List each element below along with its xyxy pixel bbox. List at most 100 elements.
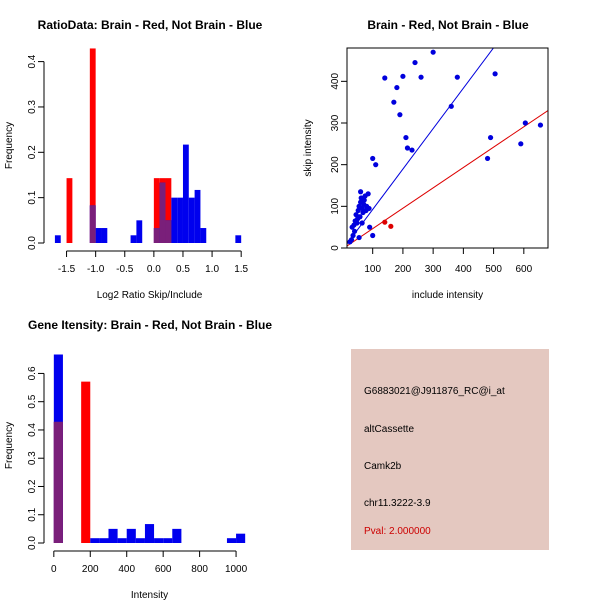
- ratio-bar-not-brain: [200, 228, 207, 243]
- scatter-point-not-brain: [367, 224, 373, 230]
- intensity-bar-not-brain: [226, 538, 237, 543]
- scatter-point-not-brain: [522, 120, 528, 126]
- ratio-x-tick-label: 0.0: [147, 264, 161, 275]
- ratio-y-tick-label: 0.0: [27, 236, 38, 250]
- scatter-point-not-brain: [537, 122, 544, 128]
- scatter-point-not-brain: [355, 207, 361, 214]
- scatter-point-not-brain: [359, 205, 365, 212]
- scatter-point-not-brain: [350, 232, 356, 239]
- ratio-x-tick-label: 1.5: [234, 264, 248, 275]
- ratio-bar-overlap: [165, 220, 172, 243]
- scatter-point-not-brain: [365, 191, 371, 197]
- intensity-y-tick-label: 0.5: [27, 394, 38, 408]
- ratio-bar-brain: [66, 178, 73, 243]
- scatter-x-axis-label: include intensity: [412, 290, 483, 301]
- ratio-x-tick-label: -1.5: [58, 264, 76, 275]
- scatter-point-not-brain: [454, 74, 460, 80]
- scatter-y-tick-label: 400: [330, 73, 341, 90]
- scatter-point-not-brain: [370, 155, 376, 162]
- event-type-label: altCassette: [364, 424, 415, 435]
- ratio-bar-overlap: [153, 228, 160, 243]
- ratio-x-tick-label: -0.5: [116, 264, 134, 275]
- ratio-y-tick-label: 0.4: [27, 54, 38, 68]
- intensity-x-tick-label: 600: [155, 564, 172, 575]
- scatter-point-not-brain: [400, 73, 406, 79]
- scatter-x-tick-label: 100: [364, 264, 381, 275]
- ratio-x-tick-label: 0.5: [176, 264, 190, 275]
- location-label: chr11.3222-3.9: [364, 498, 431, 509]
- scatter-point-not-brain: [356, 234, 362, 241]
- intensity-x-tick-label: 800: [191, 564, 208, 575]
- pval-label: Pval: 2.000000: [364, 526, 431, 537]
- intensity-bar-not-brain: [154, 538, 164, 543]
- ratio-bar-not-brain: [177, 197, 183, 243]
- intensity-bar-not-brain: [90, 538, 100, 543]
- scatter-fit-line-red: [347, 110, 548, 247]
- info-panel: G6883021@J911876_RC@i_at altCassette Cam…: [351, 349, 549, 550]
- scatter-point-not-brain: [354, 220, 360, 226]
- scatter-x-tick-label: 400: [455, 264, 472, 275]
- ratio-y-axis-label: Frequency: [4, 122, 15, 169]
- ratio-bar-not-brain: [171, 197, 178, 243]
- ratio-y-tick-label: 0.3: [27, 100, 38, 114]
- scatter-point-not-brain: [394, 84, 400, 91]
- ratio-bar-not-brain: [235, 235, 242, 243]
- intensity-x-tick-label: 200: [82, 564, 99, 575]
- scatter-point-not-brain: [391, 99, 397, 105]
- scatter-point-not-brain: [518, 141, 524, 147]
- intensity-x-tick-label: 400: [118, 564, 135, 575]
- scatter-point-not-brain: [373, 162, 379, 168]
- scatter-point-not-brain: [357, 214, 363, 220]
- scatter-point-not-brain: [397, 112, 403, 118]
- scatter-x-tick-label: 200: [395, 264, 412, 275]
- intensity-x-tick-label: 1000: [225, 564, 248, 575]
- intensity-bar-not-brain: [117, 538, 127, 543]
- ratio-bar-not-brain: [136, 220, 143, 243]
- ratio-bar-not-brain: [182, 144, 189, 243]
- ratio-x-tick-label: 1.0: [205, 264, 219, 275]
- scatter-title: Brain - Red, Not Brain - Blue: [367, 18, 529, 32]
- ratio-bar-overlap: [159, 182, 166, 243]
- ratio-bar-brain: [165, 178, 172, 243]
- ratio-bar-not-brain: [95, 228, 102, 243]
- scatter-x-tick-label: 600: [515, 264, 532, 275]
- scatter-point-not-brain: [382, 75, 388, 81]
- ratio-bar-not-brain: [130, 235, 137, 243]
- intensity-bar-overlap: [53, 421, 63, 543]
- gene-name-label: Camk2b: [364, 461, 402, 472]
- ratio-bar-brain: [89, 48, 96, 243]
- scatter-point-not-brain: [370, 232, 376, 239]
- scatter-point-not-brain: [404, 145, 411, 151]
- scatter-point-not-brain: [348, 237, 355, 243]
- intensity-bar-not-brain: [135, 538, 145, 543]
- intensity-title: Gene Itensity: Brain - Red, Not Brain - …: [28, 318, 272, 332]
- scatter-point-not-brain: [366, 205, 372, 212]
- intensity-bar-brain: [81, 381, 91, 543]
- intensity-bar-not-brain: [236, 533, 246, 543]
- scatter-y-tick-label: 200: [330, 156, 341, 173]
- scatter-y-tick-label: 300: [330, 114, 341, 131]
- intensity-x-axis-label: Intensity: [131, 590, 168, 600]
- ratio-bar-not-brain: [188, 197, 195, 243]
- intensity-y-tick-label: 0.3: [27, 451, 38, 465]
- scatter-point-not-brain: [412, 59, 418, 66]
- scatter-point-not-brain: [430, 49, 436, 55]
- intensity-bar-not-brain: [99, 538, 109, 543]
- intensity-y-tick-label: 0.6: [27, 366, 38, 380]
- intensity-y-tick-label: 0.4: [27, 423, 38, 437]
- scatter-point-not-brain: [484, 155, 491, 162]
- ratio-x-axis-label: Log2 Ratio Skip/Include: [97, 290, 203, 301]
- scatter-point-not-brain: [359, 220, 365, 226]
- intensity-bar-not-brain: [172, 528, 182, 543]
- scatter-fit-line-blue: [347, 48, 495, 245]
- ratio-title: RatioData: Brain - Red, Not Brain - Blue: [38, 18, 263, 32]
- scatter-point-not-brain: [448, 103, 454, 109]
- intensity-bar-not-brain: [163, 538, 173, 543]
- intensity-x-tick-label: 0: [51, 564, 57, 575]
- scatter-point-not-brain: [351, 228, 358, 234]
- probe-id-label: G6883021@J911876_RC@i_at: [364, 386, 505, 397]
- scatter-plot-frame: [346, 47, 549, 249]
- ratio-x-tick-label: -1.0: [87, 264, 105, 275]
- intensity-bar-not-brain: [144, 524, 155, 543]
